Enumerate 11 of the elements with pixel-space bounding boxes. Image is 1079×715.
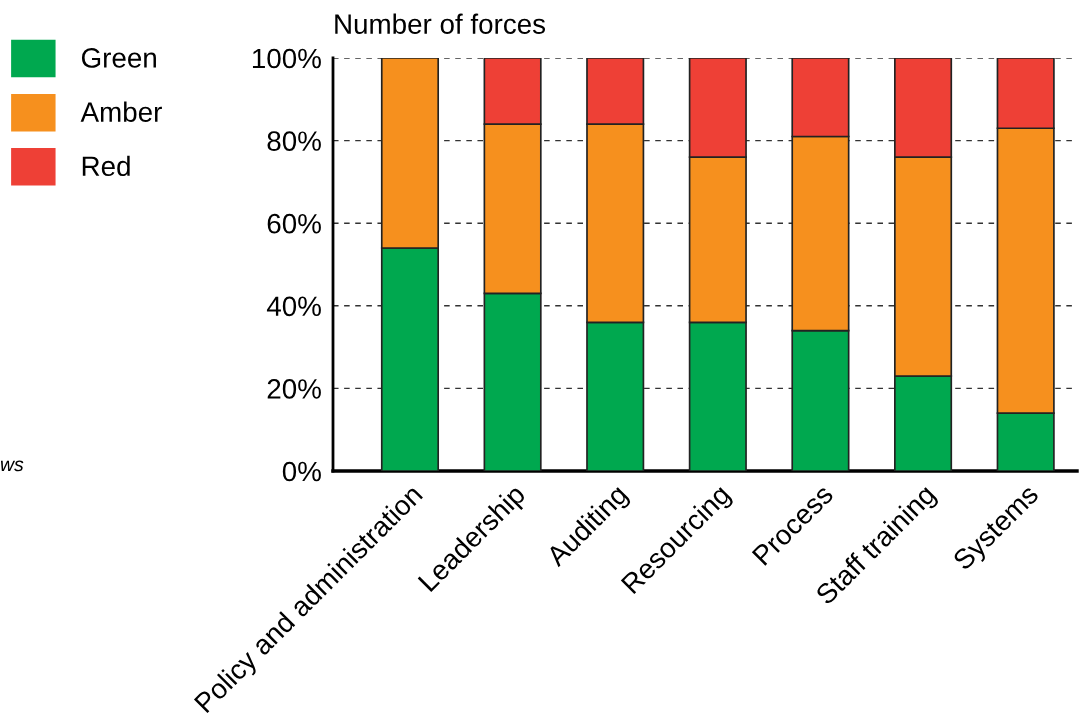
- legend-label: Amber: [80, 101, 162, 122]
- y-tick-label: 60%: [267, 213, 321, 234]
- legend-label: Green: [81, 48, 156, 68]
- y-tick-label: 20%: [267, 379, 321, 399]
- y-tick-label: 40%: [266, 296, 321, 317]
- legend-label: Red: [82, 155, 130, 177]
- text: ws: [0, 460, 24, 472]
- y-tick-label: 80%: [267, 131, 321, 151]
- y-tick-label: 0%: [282, 461, 321, 482]
- y-axis-title: Number of forces: [335, 13, 546, 34]
- y-tick-label: 100%: [252, 48, 321, 69]
